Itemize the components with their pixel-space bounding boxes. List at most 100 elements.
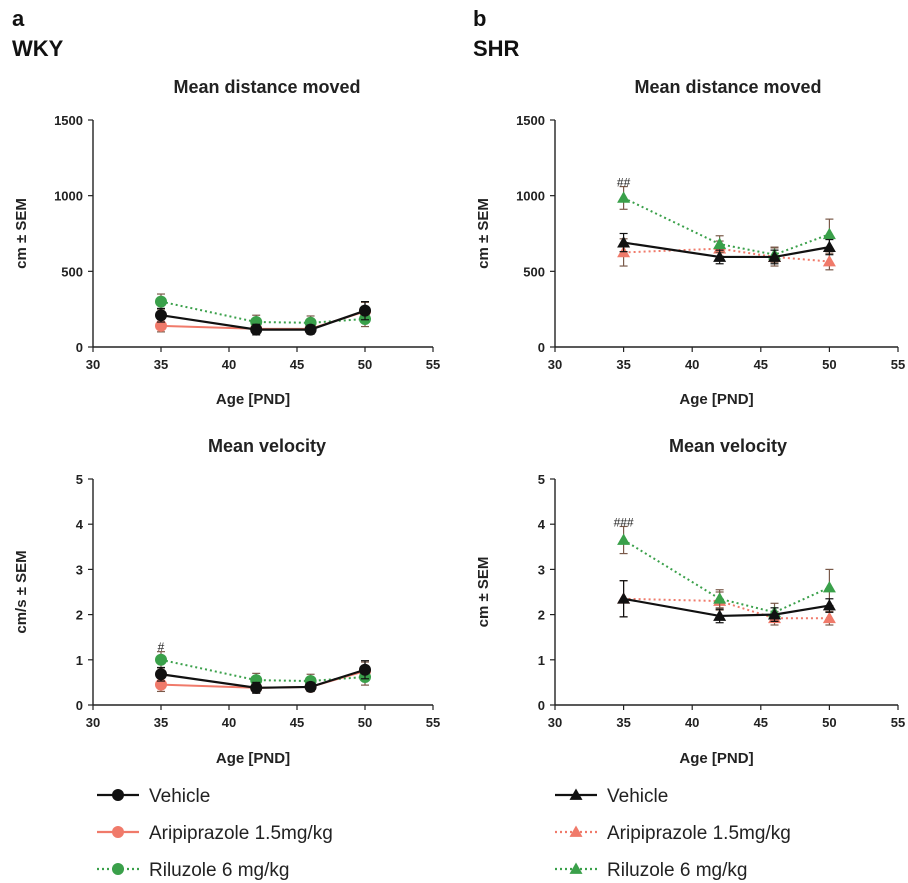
chart-shr-distance: Mean distance moved 0 500 1000 1500 30 35 40 45 5…: [475, 77, 905, 408]
series-line-vehicle: [623, 597, 830, 618]
series-line-riluzole: [623, 197, 830, 256]
chart-wky-distance: Mean distance moved 0 500 1000 1500 30 35 40 45 5…: [13, 77, 440, 408]
data-point-vehicle: [713, 609, 727, 621]
y-tick-label: 0: [76, 698, 83, 713]
series-riluzole: [155, 651, 371, 689]
chart-title: Mean distance moved: [634, 77, 821, 97]
x-tick-label: 30: [86, 715, 100, 730]
data-point-vehicle: [359, 663, 371, 676]
legend-label: Riluzole 6 mg/kg: [607, 860, 747, 881]
data-point-vehicle: [155, 668, 167, 681]
data-point-aripiprazole: [155, 319, 167, 332]
x-tick-label: 45: [754, 715, 768, 730]
data-point-riluzole: [713, 592, 727, 604]
series-line-riluzole: [623, 539, 830, 614]
data-point-aripiprazole: [822, 254, 836, 267]
panel-b-letter: b: [473, 6, 486, 31]
x-tick-label: 30: [86, 357, 100, 372]
y-tick-label: 5: [76, 472, 83, 487]
y-tick-label: 1000: [54, 189, 83, 204]
y-tick-label: 1500: [54, 113, 83, 128]
legend-marker: [112, 863, 124, 875]
x-tick-label: 40: [685, 357, 699, 372]
legend-marker: [569, 862, 583, 874]
y-axis-label: cm ± SEM: [475, 198, 492, 269]
data-point-vehicle: [250, 681, 263, 694]
series-aripiprazole: [617, 238, 836, 271]
legend-item-riluzole: Riluzole 6 mg/kg: [97, 860, 289, 881]
data-point-vehicle: [250, 323, 263, 336]
legend-shr: Vehicle Aripiprazole 1.5mg/kg Riluzole 6 m…: [555, 786, 791, 881]
data-point-riluzole: [617, 533, 631, 545]
y-tick-label: 0: [76, 340, 83, 355]
y-tick-label: 500: [61, 264, 83, 279]
y-tick-label: 4: [538, 517, 546, 532]
panel-b-strain: SHR: [473, 36, 520, 61]
legend-label: Vehicle: [149, 786, 210, 807]
data-point-riluzole: [617, 191, 631, 203]
series-line-vehicle: [160, 668, 366, 689]
series-line-vehicle: [160, 309, 366, 331]
chart-title: Mean distance moved: [173, 77, 360, 97]
y-tick-label: 0: [538, 340, 545, 355]
series-vehicle: [155, 301, 371, 336]
data-point-riluzole: [822, 580, 836, 593]
y-axis-label: cm ± SEM: [475, 557, 492, 628]
legend-label: Riluzole 6 mg/kg: [149, 860, 289, 881]
legend-wky: Vehicle Aripiprazole 1.5mg/kg Riluzole 6 m…: [97, 786, 333, 881]
legend-item-riluzole: Riluzole 6 mg/kg: [555, 860, 747, 881]
legend-marker: [112, 789, 124, 801]
x-tick-label: 30: [548, 715, 562, 730]
data-point-vehicle: [304, 323, 317, 336]
chart-title: Mean velocity: [669, 436, 787, 456]
data-point-riluzole: [713, 237, 727, 249]
y-tick-label: 2: [76, 608, 83, 623]
data-point-vehicle: [617, 592, 631, 604]
x-tick-label: 35: [616, 715, 630, 730]
data-point-riluzole: [822, 227, 836, 240]
legend-label: Vehicle: [607, 786, 668, 807]
legend-item-aripiprazole: Aripiprazole 1.5mg/kg: [97, 823, 333, 844]
legend-item-vehicle: Vehicle: [555, 786, 668, 807]
x-tick-label: 45: [754, 357, 768, 372]
x-axis-label: Age [PND]: [679, 391, 753, 408]
series-riluzole: [155, 293, 371, 331]
legend-marker: [569, 825, 583, 837]
x-axis-label: Age [PND]: [216, 391, 290, 408]
x-tick-label: 30: [548, 357, 562, 372]
data-point-vehicle: [617, 236, 631, 248]
data-point-vehicle: [822, 599, 836, 611]
y-tick-label: 1: [76, 653, 83, 668]
series-line-aripiprazole: [623, 247, 830, 263]
data-point-vehicle: [304, 680, 317, 693]
legend-marker: [112, 826, 124, 838]
x-axis-label: Age [PND]: [679, 750, 753, 767]
series-vehicle: [617, 232, 836, 265]
y-tick-label: 1500: [516, 113, 545, 128]
y-tick-label: 4: [76, 517, 84, 532]
x-tick-label: 45: [290, 357, 304, 372]
legend-marker: [569, 788, 583, 800]
series-vehicle: [155, 660, 371, 694]
significance-annotation: ###: [614, 515, 634, 529]
y-tick-label: 2: [538, 608, 545, 623]
x-tick-label: 55: [426, 357, 440, 372]
x-tick-label: 55: [891, 357, 905, 372]
significance-annotation: #: [158, 640, 165, 654]
y-tick-label: 3: [538, 562, 545, 577]
y-tick-label: 1000: [516, 189, 545, 204]
x-axis-label: Age [PND]: [216, 750, 290, 767]
y-axis-label: cm ± SEM: [13, 198, 30, 269]
y-tick-label: 1: [538, 653, 545, 668]
x-tick-label: 50: [822, 715, 836, 730]
x-tick-label: 50: [358, 715, 372, 730]
y-tick-label: 500: [523, 264, 545, 279]
y-tick-label: 5: [538, 472, 545, 487]
data-point-vehicle: [713, 250, 727, 262]
y-tick-label: 3: [76, 562, 83, 577]
data-point-vehicle: [155, 309, 167, 322]
data-point-vehicle: [768, 250, 782, 262]
panel-a-strain: WKY: [12, 36, 64, 61]
